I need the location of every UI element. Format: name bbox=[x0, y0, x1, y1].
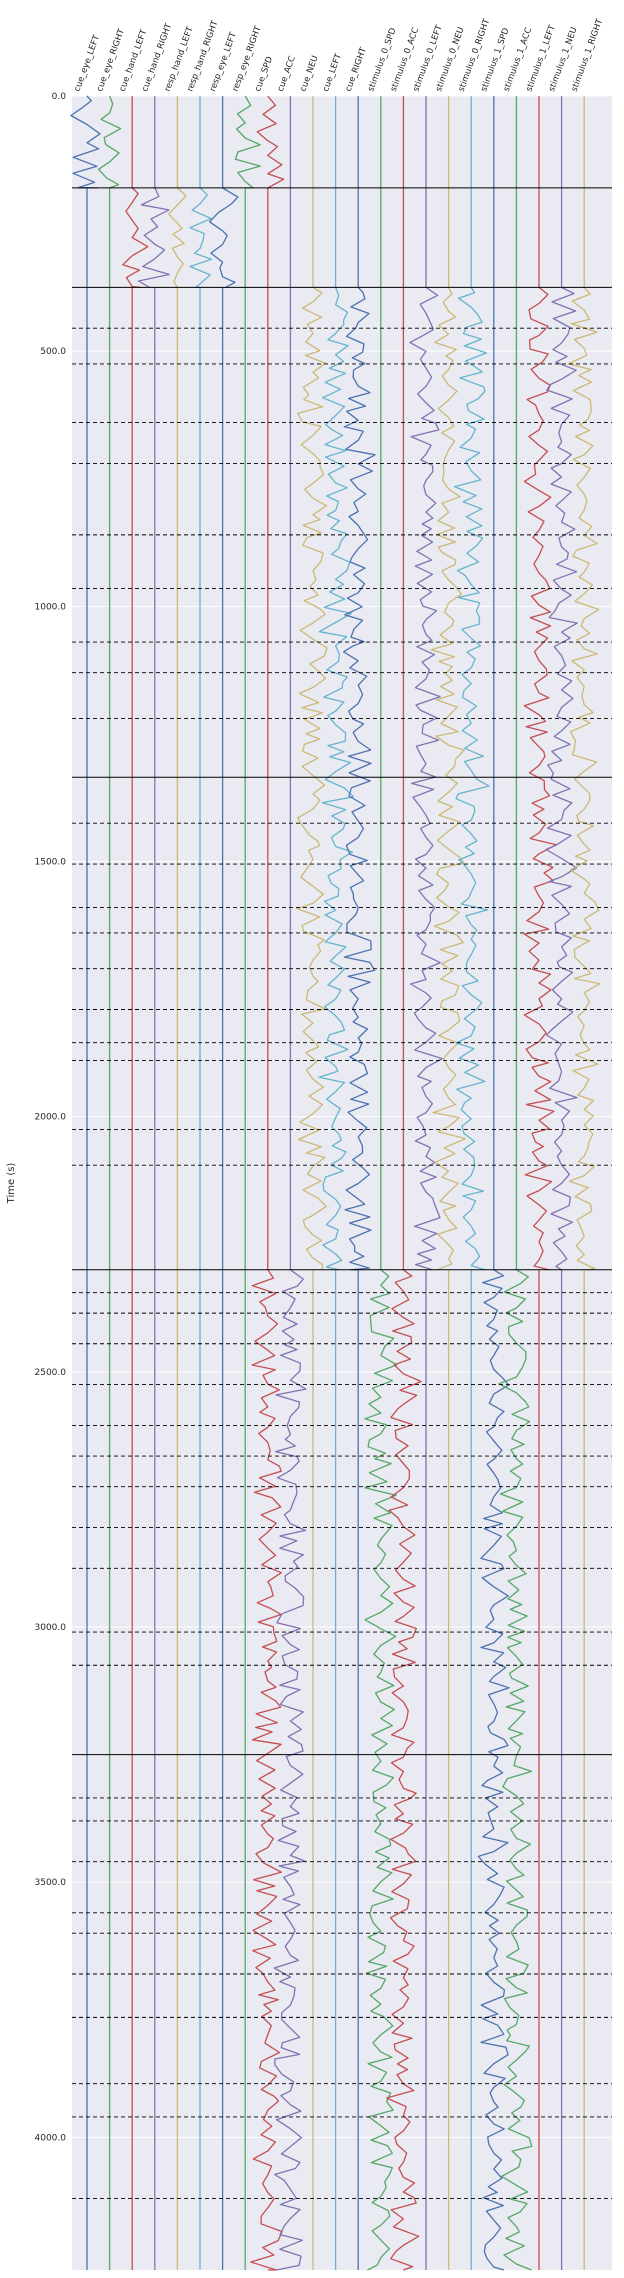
trace-cue-right bbox=[342, 286, 376, 1271]
grid-lines bbox=[72, 95, 612, 2138]
column-labels: cue_eye_LEFTcue_eye_RIGHTcue_hand_LEFTcu… bbox=[72, 17, 605, 93]
trace-stimulus-1-spd bbox=[477, 1269, 510, 2271]
trace-stimulus-1-neu bbox=[545, 286, 578, 1271]
trace-stimulus-0-left bbox=[409, 286, 443, 1271]
trace-cue-eye-left bbox=[70, 95, 101, 189]
regressor-traces bbox=[70, 95, 601, 2271]
trace-stimulus-0-spd bbox=[364, 1269, 398, 2271]
y-tick-label: 500.0 bbox=[40, 347, 66, 357]
trace-stimulus-0-neu bbox=[430, 287, 467, 1271]
y-axis-label: Time (s) bbox=[6, 1163, 17, 1205]
y-tick-label: 2000.0 bbox=[35, 1113, 67, 1123]
trace-cue-eye-right bbox=[97, 95, 122, 189]
trace-stimulus-1-right bbox=[567, 286, 601, 1271]
y-tick-label: 4000.0 bbox=[35, 2133, 67, 2143]
y-tick-label: 2500.0 bbox=[35, 1368, 67, 1378]
column-label-cue-left: cue_LEFT bbox=[321, 52, 344, 93]
trace-cue-neu bbox=[296, 286, 328, 1270]
column-label-cue-acc: cue_ACC bbox=[276, 55, 298, 93]
y-tick-label: 3000.0 bbox=[35, 1623, 67, 1633]
trace-resp-eye-right bbox=[234, 95, 261, 189]
column-label-cue-right: cue_RIGHT bbox=[344, 46, 369, 94]
y-tick-labels: 0.0 500.0 1000.0 1500.0 2000.0 2500.0 3000.0 35… bbox=[35, 92, 67, 2143]
y-tick-label: 1500.0 bbox=[35, 857, 67, 867]
trace-cue-hand-right bbox=[137, 187, 170, 288]
trace-stimulus-1-left bbox=[523, 286, 557, 1271]
trace-resp-hand-right bbox=[189, 187, 213, 289]
trace-stimulus-1-acc bbox=[498, 1269, 533, 2271]
y-tick-label: 1000.0 bbox=[35, 602, 67, 612]
y-tick-label: 3500.0 bbox=[35, 1878, 67, 1888]
trace-resp-hand-left bbox=[168, 187, 187, 288]
run-block-boundaries bbox=[72, 187, 612, 2200]
trace-stimulus-0-acc bbox=[385, 1269, 422, 2271]
trace-resp-eye-left bbox=[208, 187, 239, 288]
trace-cue-spd bbox=[256, 95, 285, 189]
column-label-cue-spd: cue_SPD bbox=[253, 55, 275, 93]
trace-cue-spd bbox=[250, 1269, 283, 2271]
column-label-cue-neu: cue_NEU bbox=[298, 54, 320, 93]
trace-cue-hand-left bbox=[122, 187, 149, 289]
plot-background bbox=[72, 96, 612, 2270]
trace-cue-left bbox=[318, 287, 355, 1271]
trace-stimulus-0-right bbox=[453, 287, 490, 1271]
trace-cue-acc bbox=[273, 1269, 307, 2271]
y-tick-label: 0.0 bbox=[52, 92, 67, 102]
